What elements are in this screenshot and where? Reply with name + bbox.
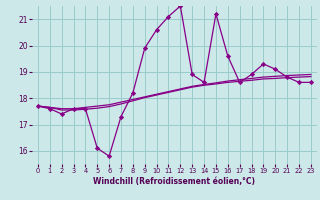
X-axis label: Windchill (Refroidissement éolien,°C): Windchill (Refroidissement éolien,°C) xyxy=(93,177,255,186)
